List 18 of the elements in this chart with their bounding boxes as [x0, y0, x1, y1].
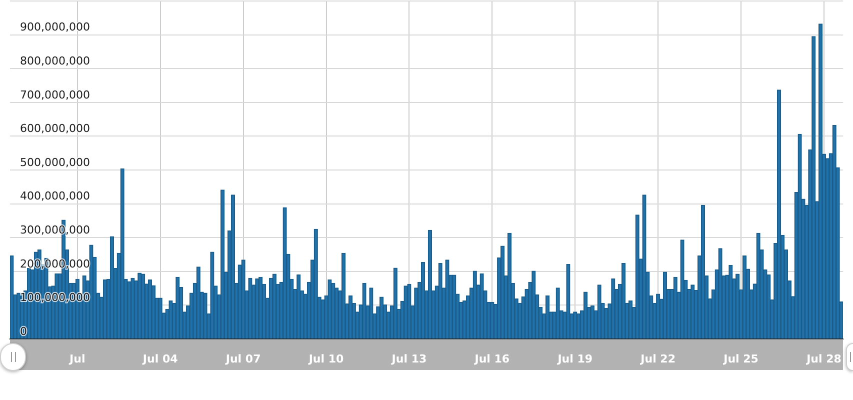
x-tick-label: Jul 25: [722, 352, 758, 366]
y-tick-label: 800,000,000: [20, 54, 90, 68]
x-tick-label: Jul 16: [474, 352, 510, 366]
y-tick-label: 100,000,000: [20, 291, 90, 304]
x-tick-label: Jul 10: [308, 352, 344, 366]
x-tick-label: Jul: [68, 352, 86, 366]
y-tick-label: 500,000,000: [20, 156, 90, 169]
x-tick-label: Jul 28: [806, 352, 842, 366]
y-tick-label: 900,000,000: [20, 20, 90, 34]
x-tick-label: Jul 04: [142, 352, 178, 366]
x-tick-label: Jul 07: [224, 352, 261, 366]
x-tick-label: Jul 22: [640, 352, 676, 366]
x-tick-label: Jul 13: [390, 352, 427, 366]
y-tick-label: 0: [20, 324, 27, 338]
y-tick-label: 700,000,000: [20, 88, 90, 102]
y-tick-label: 600,000,000: [20, 122, 90, 136]
y-tick-label: 400,000,000: [20, 190, 90, 203]
x-tick-label: Jul 19: [556, 352, 593, 366]
